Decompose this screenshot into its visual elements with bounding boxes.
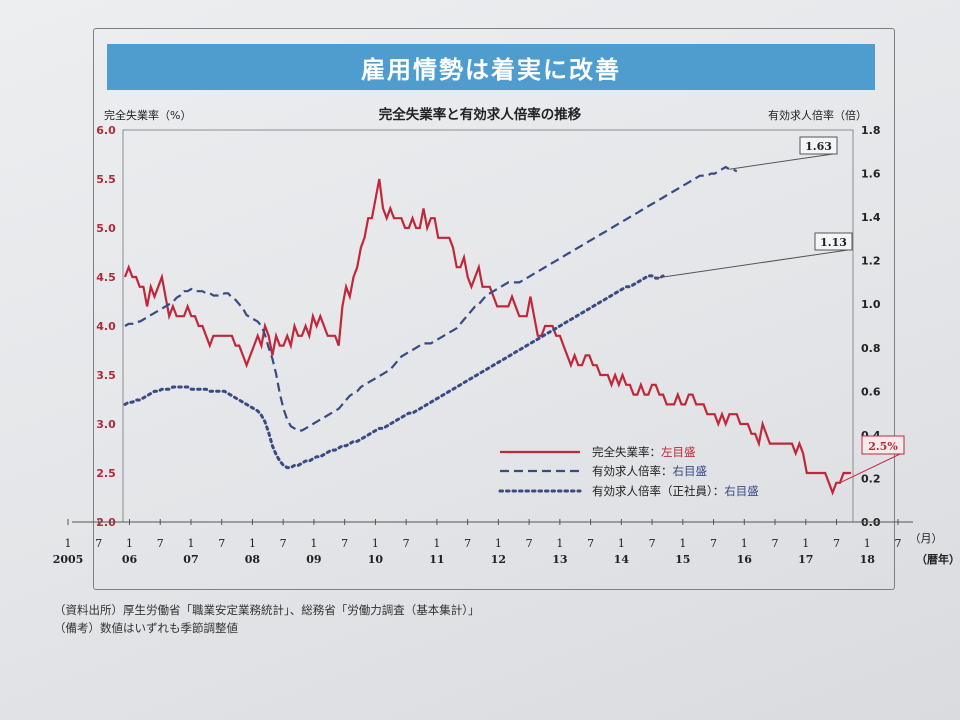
left-tick-label: 2.5 <box>96 467 116 480</box>
month-tick-label: 1 <box>618 537 625 550</box>
callout-pointer-1 <box>655 249 849 279</box>
left-tick-label: 3.0 <box>96 418 116 431</box>
year-label: 17 <box>798 553 813 566</box>
callout-label-1: 1.13 <box>820 236 847 249</box>
remark-note: （備考）数値はいずれも季節調整値 <box>54 621 238 635</box>
chart-title: 完全失業率と有効求人倍率の推移 <box>378 107 582 123</box>
right-tick-label: 1.8 <box>861 124 881 137</box>
notes: （資料出所）厚生労働省「職業安定業務統計」、総務省「労働力調査（基本集計）」 （… <box>54 601 480 637</box>
banner-title: 雇用情勢は着実に改善 <box>107 44 875 90</box>
legend-label-2: 有効求人倍率（正社員）：右目盛 <box>592 484 759 498</box>
year-unit-label: （暦年） <box>916 552 960 566</box>
callout-box-2 <box>861 435 905 455</box>
year-label: 12 <box>491 553 506 566</box>
source-note: （資料出所）厚生労働省「職業安定業務統計」、総務省「労働力調査（基本集計）」 <box>54 603 480 617</box>
year-label: 06 <box>122 553 138 566</box>
year-label: 16 <box>737 553 753 566</box>
month-tick-label: 1 <box>126 537 133 550</box>
month-tick-label: 1 <box>372 537 379 550</box>
month-tick-label: 1 <box>864 537 871 550</box>
month-tick-label: 7 <box>157 537 164 550</box>
legend-label-0: 完全失業率：左目盛 <box>592 445 696 459</box>
month-tick-label: 1 <box>679 537 686 550</box>
month-tick-label: 1 <box>556 537 563 550</box>
month-tick-label: 7 <box>649 537 656 550</box>
month-tick-label: 7 <box>526 537 533 550</box>
month-tick-label: 1 <box>741 537 748 550</box>
month-tick-label: 7 <box>833 537 840 550</box>
month-tick-label: 7 <box>464 537 471 550</box>
right-tick-label: 1.6 <box>861 168 881 181</box>
month-tick-label: 1 <box>495 537 502 550</box>
month-tick-label: 1 <box>802 537 809 550</box>
month-tick-label: 1 <box>187 537 194 550</box>
year-label: 18 <box>860 553 876 566</box>
year-label: 08 <box>245 553 261 566</box>
figure-frame <box>93 28 895 590</box>
left-tick-label: 3.5 <box>96 369 116 382</box>
right-tick-label: 1.0 <box>861 298 881 311</box>
right-tick-label: 0.2 <box>861 472 881 485</box>
month-tick-label: 1 <box>310 537 317 550</box>
left-tick-label: 5.0 <box>96 222 116 235</box>
year-label: 15 <box>675 553 690 566</box>
left-axis-title: 完全失業率（%） <box>104 109 192 122</box>
year-label: 11 <box>429 553 444 566</box>
year-label: 14 <box>614 553 630 566</box>
callout-box-0 <box>799 136 838 155</box>
callout-pointer-0 <box>729 153 834 170</box>
series-line-1 <box>124 165 738 432</box>
month-tick-label: 7 <box>280 537 287 550</box>
left-tick-label: 4.5 <box>96 271 116 284</box>
callout-label-2: 2.5% <box>868 440 898 453</box>
month-tick-label: 7 <box>772 537 779 550</box>
callout-box-1 <box>814 232 853 251</box>
month-tick-label: 7 <box>341 537 348 550</box>
callout-label-0: 1.63 <box>805 140 832 153</box>
left-tick-label: 4.0 <box>96 320 116 333</box>
month-tick-label: 7 <box>895 537 902 550</box>
month-tick-label: 1 <box>433 537 440 550</box>
callout-pointer-2 <box>839 453 901 484</box>
month-tick-label: 7 <box>587 537 594 550</box>
legend-label-1: 有効求人倍率：右目盛 <box>592 464 707 478</box>
right-tick-label: 0.8 <box>861 342 881 355</box>
month-tick-label: 7 <box>403 537 410 550</box>
plot-area <box>122 129 854 523</box>
year-label: 09 <box>306 553 321 566</box>
right-axis-title: 有効求人倍率（倍） <box>768 109 867 122</box>
month-tick-label: 7 <box>710 537 717 550</box>
left-tick-label: 6.0 <box>96 124 116 137</box>
month-tick-label: 7 <box>218 537 225 550</box>
year-label: 07 <box>183 553 198 566</box>
series-line-2 <box>123 274 665 470</box>
month-tick-label: 1 <box>249 537 256 550</box>
month-tick-label: 1 <box>65 537 72 550</box>
month-tick-label: 7 <box>95 537 102 550</box>
year-label: 2005 <box>53 553 84 566</box>
left-tick-label: 5.5 <box>96 173 116 186</box>
year-label: 10 <box>368 553 384 566</box>
right-tick-label: 1.4 <box>861 211 881 224</box>
right-tick-label: 1.2 <box>861 255 881 268</box>
series-line-0 <box>123 178 851 496</box>
year-label: 13 <box>552 553 567 566</box>
right-tick-label: 0.6 <box>861 385 881 398</box>
month-unit-label: （月） <box>910 532 943 545</box>
